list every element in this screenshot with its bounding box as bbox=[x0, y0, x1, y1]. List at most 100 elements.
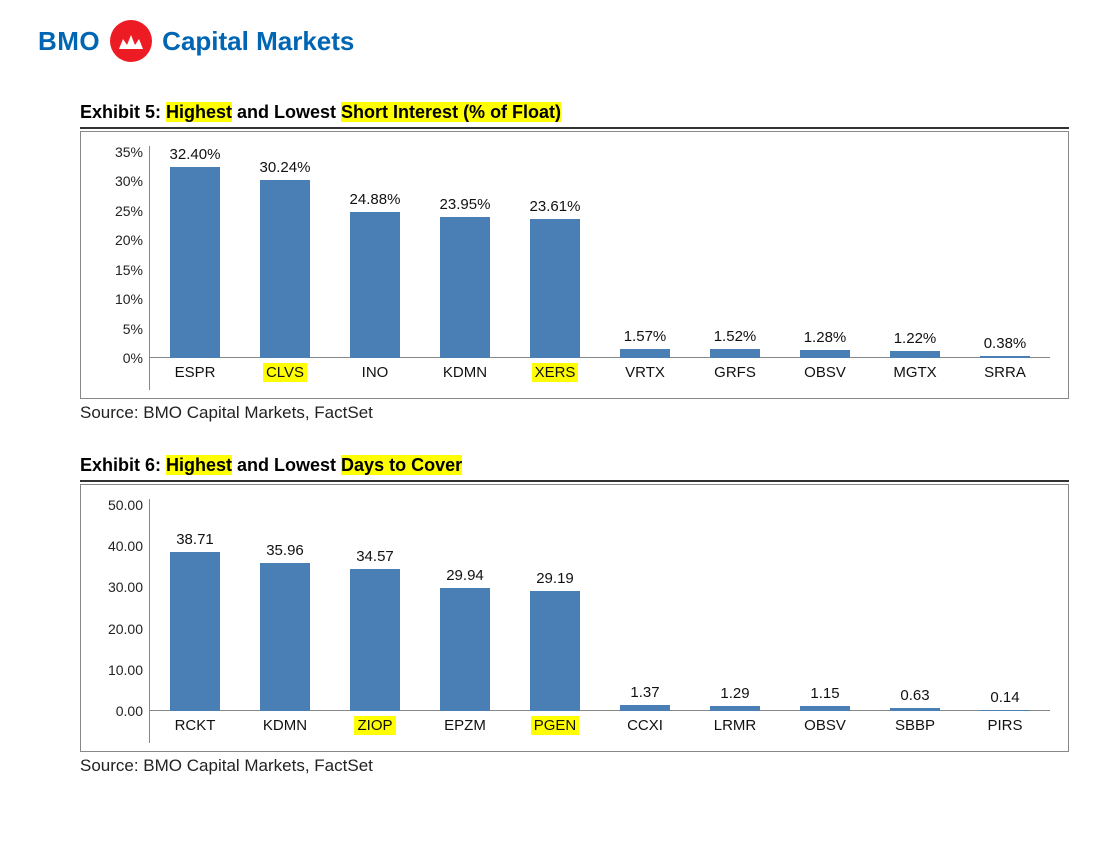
bar-value-label: 38.71 bbox=[160, 531, 231, 548]
chart-area: 0.0010.0020.0030.0040.0050.0038.7135.963… bbox=[95, 499, 1050, 743]
x-tick-label: KDMN bbox=[240, 711, 330, 743]
y-tick-label: 30.00 bbox=[108, 579, 143, 595]
bar: 24.88% bbox=[350, 212, 400, 358]
exhibit-title-prefix: Exhibit 5: bbox=[80, 102, 166, 122]
bar-slot: 1.28% bbox=[780, 152, 870, 358]
bar: 34.57 bbox=[350, 569, 400, 711]
bar-slot: 24.88% bbox=[330, 152, 420, 358]
exhibit-block: Exhibit 5: Highest and Lowest Short Inte… bbox=[80, 102, 1069, 423]
bar: 1.57% bbox=[620, 349, 670, 358]
bar-value-label: 1.22% bbox=[880, 330, 951, 347]
x-tick-label: XERS bbox=[510, 358, 600, 390]
bar-slot: 1.29 bbox=[690, 505, 780, 711]
bars-container: 32.40% 30.24% 24.88% 23.95% 23.61% 1.57% 1.52%… bbox=[150, 152, 1050, 358]
y-tick-label: 50.00 bbox=[108, 497, 143, 513]
bar-slot: 1.57% bbox=[600, 152, 690, 358]
plot-region: 38.71 35.96 34.57 29.94 29.19 1.37 1.29 1.15 0.6… bbox=[149, 499, 1050, 743]
bar-value-label: 0.38% bbox=[970, 335, 1041, 352]
x-tick-label: PGEN bbox=[510, 711, 600, 743]
bar-slot: 29.94 bbox=[420, 505, 510, 711]
x-tick-label-highlight: PGEN bbox=[531, 716, 580, 735]
exhibit-title-part: Highest bbox=[166, 102, 232, 122]
bar-slot: 1.22% bbox=[870, 152, 960, 358]
x-tick-label: KDMN bbox=[420, 358, 510, 390]
bar-value-label: 29.94 bbox=[430, 567, 501, 584]
exhibit-title-part: and Lowest bbox=[232, 102, 341, 122]
bar-value-label: 0.14 bbox=[970, 689, 1041, 706]
x-tick-label: OBSV bbox=[780, 711, 870, 743]
bar-slot: 35.96 bbox=[240, 505, 330, 711]
x-tick-label: EPZM bbox=[420, 711, 510, 743]
y-tick-label: 5% bbox=[123, 321, 143, 337]
bar-value-label: 23.61% bbox=[520, 198, 591, 215]
exhibit-title-part: Highest bbox=[166, 455, 232, 475]
chart-box: 0%5%10%15%20%25%30%35%32.40%30.24%24.88%… bbox=[80, 131, 1069, 399]
bar-slot: 1.37 bbox=[600, 505, 690, 711]
x-tick-label: RCKT bbox=[150, 711, 240, 743]
y-tick-label: 25% bbox=[115, 203, 143, 219]
bar-slot: 23.61% bbox=[510, 152, 600, 358]
y-tick-label: 30% bbox=[115, 173, 143, 189]
y-tick-label: 15% bbox=[115, 262, 143, 278]
bar: 23.95% bbox=[440, 217, 490, 358]
x-tick-label-highlight: ZIOP bbox=[354, 716, 395, 735]
bar: 1.52% bbox=[710, 349, 760, 358]
bar: 32.40% bbox=[170, 167, 220, 358]
x-tick-label: SBBP bbox=[870, 711, 960, 743]
bar-slot: 29.19 bbox=[510, 505, 600, 711]
bar-value-label: 23.95% bbox=[430, 196, 501, 213]
x-tick-label-highlight: CLVS bbox=[263, 363, 307, 382]
bar-slot: 0.14 bbox=[960, 505, 1050, 711]
bar-slot: 32.40% bbox=[150, 152, 240, 358]
x-tick-label: SRRA bbox=[960, 358, 1050, 390]
capital-markets-wordmark: Capital Markets bbox=[162, 26, 354, 57]
bar-slot: 0.38% bbox=[960, 152, 1050, 358]
exhibit-source: Source: BMO Capital Markets, FactSet bbox=[80, 403, 1069, 423]
chart-box: 0.0010.0020.0030.0040.0050.0038.7135.963… bbox=[80, 484, 1069, 752]
bar: 1.22% bbox=[890, 351, 940, 358]
bar-value-label: 1.29 bbox=[700, 685, 771, 702]
bar-value-label: 1.15 bbox=[790, 685, 861, 702]
bar-slot: 1.15 bbox=[780, 505, 870, 711]
x-labels: RCKTKDMNZIOPEPZMPGENCCXILRMROBSVSBBPPIRS bbox=[150, 711, 1050, 743]
bar-value-label: 0.63 bbox=[880, 687, 951, 704]
bar-slot: 23.95% bbox=[420, 152, 510, 358]
exhibit-block: Exhibit 6: Highest and Lowest Days to Co… bbox=[80, 455, 1069, 776]
bar: 38.71 bbox=[170, 552, 220, 711]
x-tick-label: ZIOP bbox=[330, 711, 420, 743]
bar-value-label: 35.96 bbox=[250, 542, 321, 559]
x-tick-label: CCXI bbox=[600, 711, 690, 743]
exhibit-title-part: Short Interest (% of Float) bbox=[341, 102, 561, 122]
exhibit-title-part: Days to Cover bbox=[341, 455, 462, 475]
bmo-wordmark: BMO bbox=[38, 26, 100, 57]
bar-value-label: 1.57% bbox=[610, 328, 681, 345]
exhibit-source: Source: BMO Capital Markets, FactSet bbox=[80, 756, 1069, 776]
bar-slot: 1.52% bbox=[690, 152, 780, 358]
x-tick-label: ESPR bbox=[150, 358, 240, 390]
x-labels: ESPRCLVSINOKDMNXERSVRTXGRFSOBSVMGTXSRRA bbox=[150, 358, 1050, 390]
y-axis: 0%5%10%15%20%25%30%35% bbox=[95, 146, 149, 390]
bar-slot: 30.24% bbox=[240, 152, 330, 358]
bar: 35.96 bbox=[260, 563, 310, 711]
y-tick-label: 0.00 bbox=[116, 703, 143, 719]
bar-value-label: 1.37 bbox=[610, 684, 681, 701]
bars-container: 38.71 35.96 34.57 29.94 29.19 1.37 1.29 1.15 0.6… bbox=[150, 505, 1050, 711]
x-tick-label: LRMR bbox=[690, 711, 780, 743]
y-axis: 0.0010.0020.0030.0040.0050.00 bbox=[95, 499, 149, 743]
bar: 23.61% bbox=[530, 219, 580, 358]
y-tick-label: 35% bbox=[115, 144, 143, 160]
y-tick-label: 20.00 bbox=[108, 621, 143, 637]
bar-slot: 38.71 bbox=[150, 505, 240, 711]
bar-value-label: 34.57 bbox=[340, 548, 411, 565]
exhibit-title-part: and Lowest bbox=[232, 455, 341, 475]
y-tick-label: 10% bbox=[115, 291, 143, 307]
x-tick-label: CLVS bbox=[240, 358, 330, 390]
bar-value-label: 1.28% bbox=[790, 329, 861, 346]
bar: 29.94 bbox=[440, 588, 490, 711]
plot-region: 32.40% 30.24% 24.88% 23.95% 23.61% 1.57% 1.52%… bbox=[149, 146, 1050, 390]
y-tick-label: 0% bbox=[123, 350, 143, 366]
bar-value-label: 30.24% bbox=[250, 159, 321, 176]
exhibit-title: Exhibit 6: Highest and Lowest Days to Co… bbox=[80, 455, 1069, 482]
x-tick-label: MGTX bbox=[870, 358, 960, 390]
x-tick-label: VRTX bbox=[600, 358, 690, 390]
